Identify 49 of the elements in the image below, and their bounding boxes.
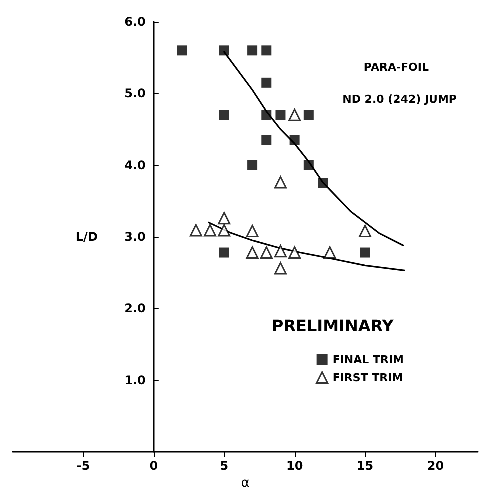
point: [274, 245, 287, 258]
point: [262, 78, 272, 88]
point: [260, 246, 273, 260]
x-axis-title: α: [241, 476, 250, 489]
point: [177, 46, 188, 56]
point: [290, 135, 300, 146]
point: [246, 246, 259, 260]
point: [304, 160, 314, 170]
point: [204, 224, 217, 237]
point: [360, 248, 370, 258]
legend-label: FIRST TRIM: [332, 371, 404, 384]
x-tick-label: 5: [220, 459, 229, 473]
point: [276, 110, 286, 120]
point: [248, 160, 258, 170]
point: [304, 110, 314, 120]
x-tick-label: 10: [286, 459, 304, 473]
annotation: PARA-FOIL: [364, 61, 430, 74]
point: [274, 262, 287, 275]
point: [218, 212, 231, 225]
point: [219, 110, 230, 120]
point: [359, 225, 372, 238]
y-tick-label: 5.0: [124, 86, 146, 101]
annotation: ND 2.0 (242) JUMP: [342, 93, 458, 106]
point: [288, 108, 302, 122]
x-tick-label: 0: [150, 459, 158, 473]
y-axis-title: L/D: [76, 230, 98, 244]
y-tick-label: 6.0: [124, 15, 146, 29]
annotation: PRELIMINARY: [272, 316, 394, 336]
point: [262, 110, 272, 120]
point: [190, 224, 202, 237]
legend-label: FINAL TRIM: [332, 354, 404, 366]
x-tick-label: -5: [76, 459, 90, 473]
point: [288, 246, 302, 260]
y-tick-label: 4.0: [124, 158, 146, 172]
point: [246, 225, 259, 238]
point: [318, 178, 328, 188]
point: [262, 46, 272, 56]
x-tick-label: 20: [427, 459, 444, 473]
point: [262, 135, 272, 146]
point: [324, 246, 336, 260]
point: [248, 46, 258, 56]
point: [219, 248, 230, 258]
point: [274, 176, 287, 189]
y-tick-label: 2.0: [124, 302, 146, 316]
x-tick-label: 15: [356, 459, 374, 473]
y-tick-label: 3.0: [124, 230, 146, 244]
point: [219, 46, 230, 56]
y-tick-label: 1.0: [124, 373, 146, 388]
point: [218, 224, 231, 237]
